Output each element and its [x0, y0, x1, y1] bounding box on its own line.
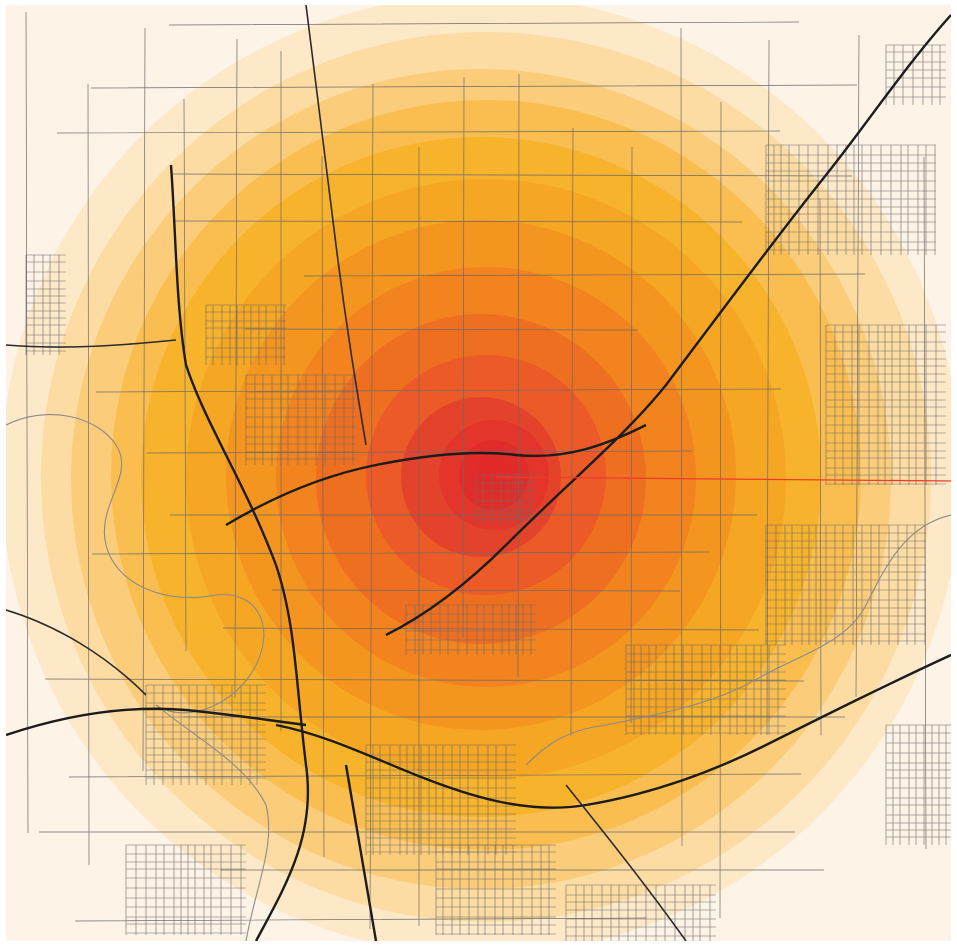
- river-channel-south: [155, 704, 270, 941]
- dense-street-cluster: [825, 324, 946, 485]
- minor-street-grid: [25, 11, 927, 930]
- marker-line-east: [495, 476, 951, 482]
- dense-street-cluster: [475, 474, 536, 525]
- dense-street-cluster: [435, 844, 556, 935]
- freeway-central: [225, 423, 647, 527]
- freeway-east: [275, 653, 951, 809]
- freeway-north-south-west: [169, 164, 310, 941]
- major-roads: [6, 5, 951, 941]
- dense-street-cluster: [125, 844, 246, 935]
- dense-street-cluster: [245, 374, 356, 465]
- freeway-northeast: [385, 14, 951, 637]
- road-north: [305, 5, 367, 446]
- road-south-east: [565, 784, 687, 941]
- road-west: [6, 609, 147, 696]
- minor-roads: [25, 11, 927, 930]
- dense-street-cluster: [25, 254, 66, 355]
- map-canvas[interactable]: [6, 5, 951, 941]
- river-channel-west: [6, 414, 265, 714]
- dense-street-cluster: [625, 644, 786, 735]
- dense-street-cluster: [565, 884, 716, 941]
- freeway-southwest: [6, 707, 307, 737]
- river-channel-east: [525, 514, 951, 766]
- freeway-south: [344, 764, 378, 941]
- dense-street-cluster: [405, 604, 536, 655]
- dense-street-cluster: [365, 744, 516, 855]
- dense-street-cluster: [205, 304, 286, 365]
- road-northwest: [6, 339, 177, 348]
- dense-street-cluster: [765, 144, 936, 255]
- river-channels: [6, 414, 951, 941]
- dense-street-cluster: [885, 44, 946, 105]
